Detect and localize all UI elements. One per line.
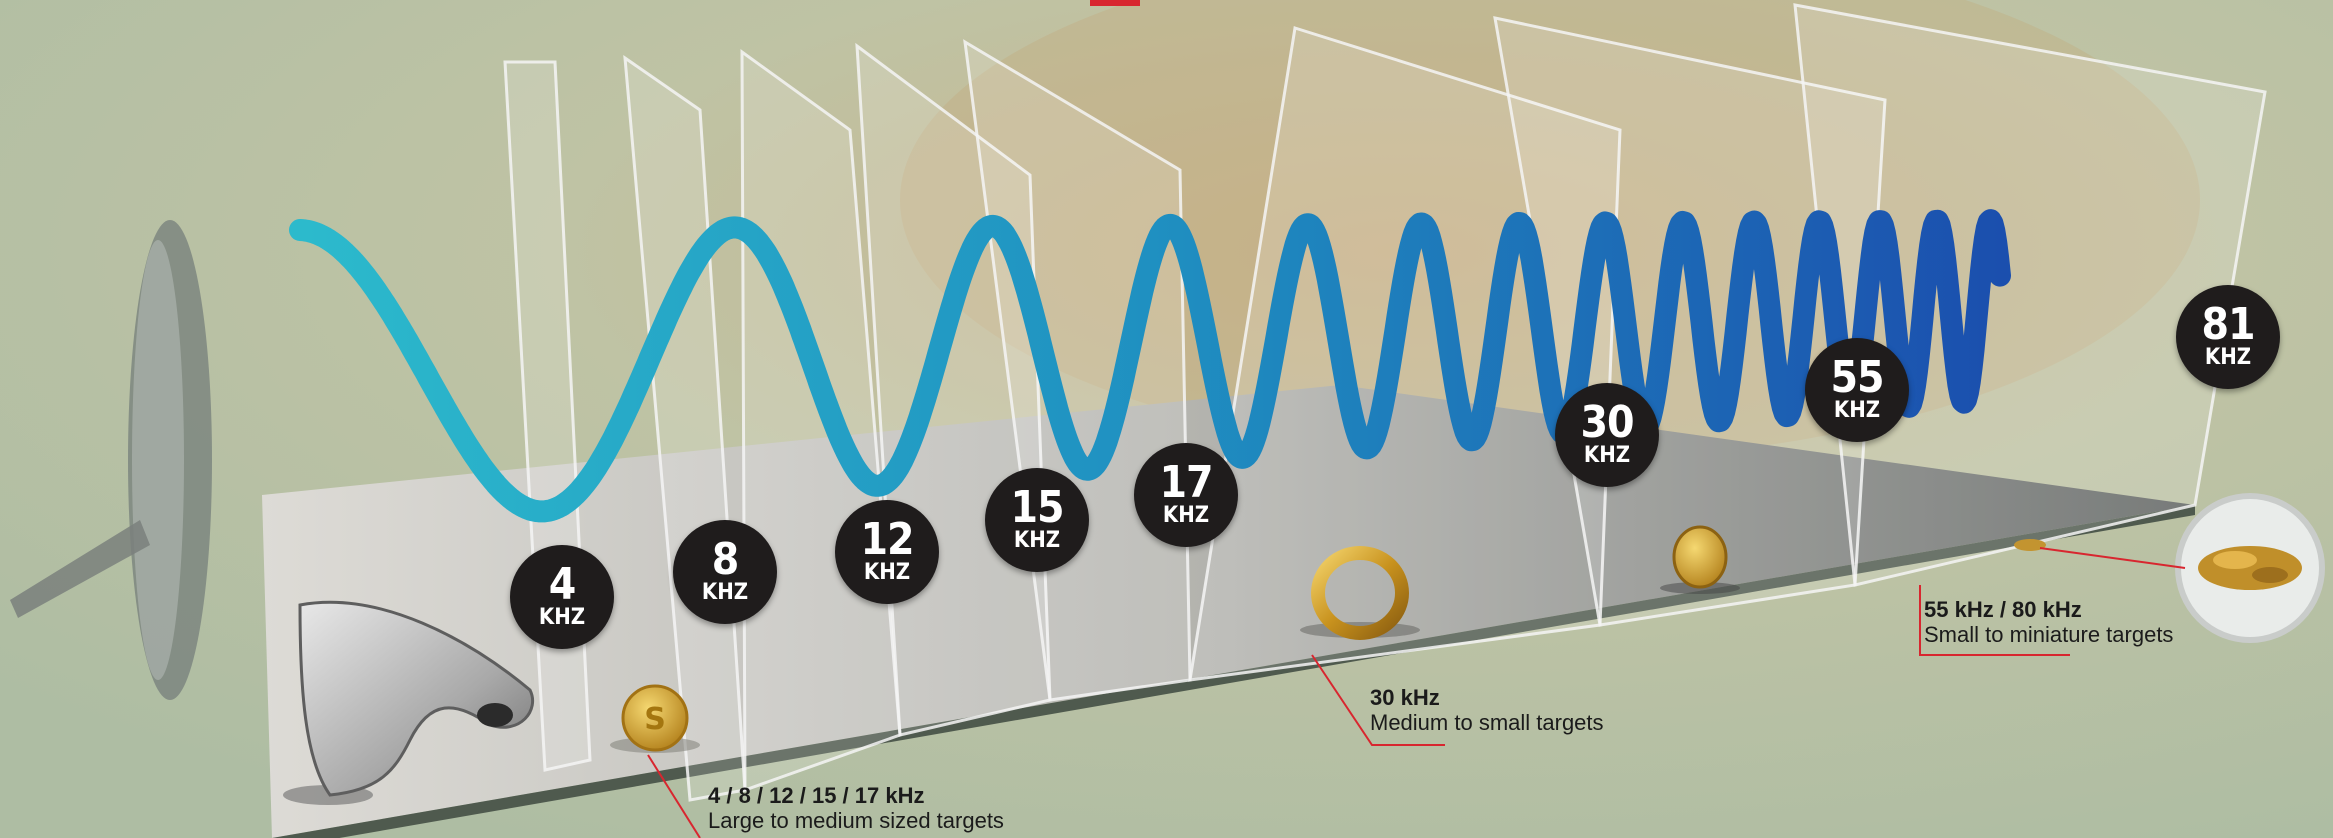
badge-4khz: 4 KHZ bbox=[510, 545, 614, 649]
callout-medium-targets: 30 kHz Medium to small targets bbox=[1370, 685, 1604, 736]
callout-small-targets: 55 kHz / 80 kHz Small to miniature targe… bbox=[1924, 597, 2174, 648]
callout-description: Medium to small targets bbox=[1370, 710, 1604, 735]
axe-head-target bbox=[283, 600, 535, 805]
callout-title: 30 kHz bbox=[1370, 685, 1440, 710]
ancient-coin-target bbox=[1660, 525, 1740, 594]
badge-number: 12 bbox=[860, 514, 914, 565]
magnifier bbox=[2175, 493, 2325, 643]
coin-letter: S bbox=[644, 702, 666, 737]
badge-12khz: 12 KHZ bbox=[835, 500, 939, 604]
badge-55khz: 55 KHZ bbox=[1805, 338, 1909, 442]
callout-large-targets: 4 / 8 / 12 / 15 / 17 kHz Large to medium… bbox=[708, 783, 1004, 834]
badge-unit: KHZ bbox=[1013, 528, 1061, 553]
badge-number: 4 bbox=[548, 559, 577, 610]
badge-number: 81 bbox=[2201, 299, 2255, 350]
badge-number: 55 bbox=[1830, 352, 1884, 403]
badge-unit: KHZ bbox=[538, 605, 586, 630]
badge-81khz: 81 KHZ bbox=[2176, 285, 2280, 389]
badge-30khz: 30 KHZ bbox=[1555, 383, 1659, 487]
callout-title: 4 / 8 / 12 / 15 / 17 kHz bbox=[708, 783, 925, 808]
badge-unit: KHZ bbox=[1162, 503, 1210, 528]
badge-unit: KHZ bbox=[1583, 443, 1631, 468]
leader-lines bbox=[647, 547, 2186, 838]
badge-unit: KHZ bbox=[863, 560, 911, 585]
coin-target: S bbox=[610, 684, 700, 753]
top-accent bbox=[1090, 0, 1140, 6]
badge-8khz: 8 KHZ bbox=[673, 520, 777, 624]
badge-number: 17 bbox=[1159, 457, 1213, 508]
detector-coil bbox=[10, 220, 212, 700]
badge-unit: KHZ bbox=[1833, 398, 1881, 423]
callout-title: 55 kHz / 80 kHz bbox=[1924, 597, 2082, 622]
callout-description: Large to medium sized targets bbox=[708, 808, 1004, 833]
badge-number: 8 bbox=[711, 534, 740, 585]
frequency-wave bbox=[289, 209, 2011, 523]
gold-ring-target bbox=[1300, 546, 1420, 640]
badge-number: 30 bbox=[1580, 397, 1634, 448]
gold-nugget-target bbox=[2014, 539, 2046, 551]
badge-15khz: 15 KHZ bbox=[985, 468, 1089, 572]
badge-unit: KHZ bbox=[2204, 345, 2252, 370]
badge-number: 15 bbox=[1010, 482, 1064, 533]
callout-description: Small to miniature targets bbox=[1924, 622, 2174, 647]
badge-unit: KHZ bbox=[701, 580, 749, 605]
badge-17khz: 17 KHZ bbox=[1134, 443, 1238, 547]
